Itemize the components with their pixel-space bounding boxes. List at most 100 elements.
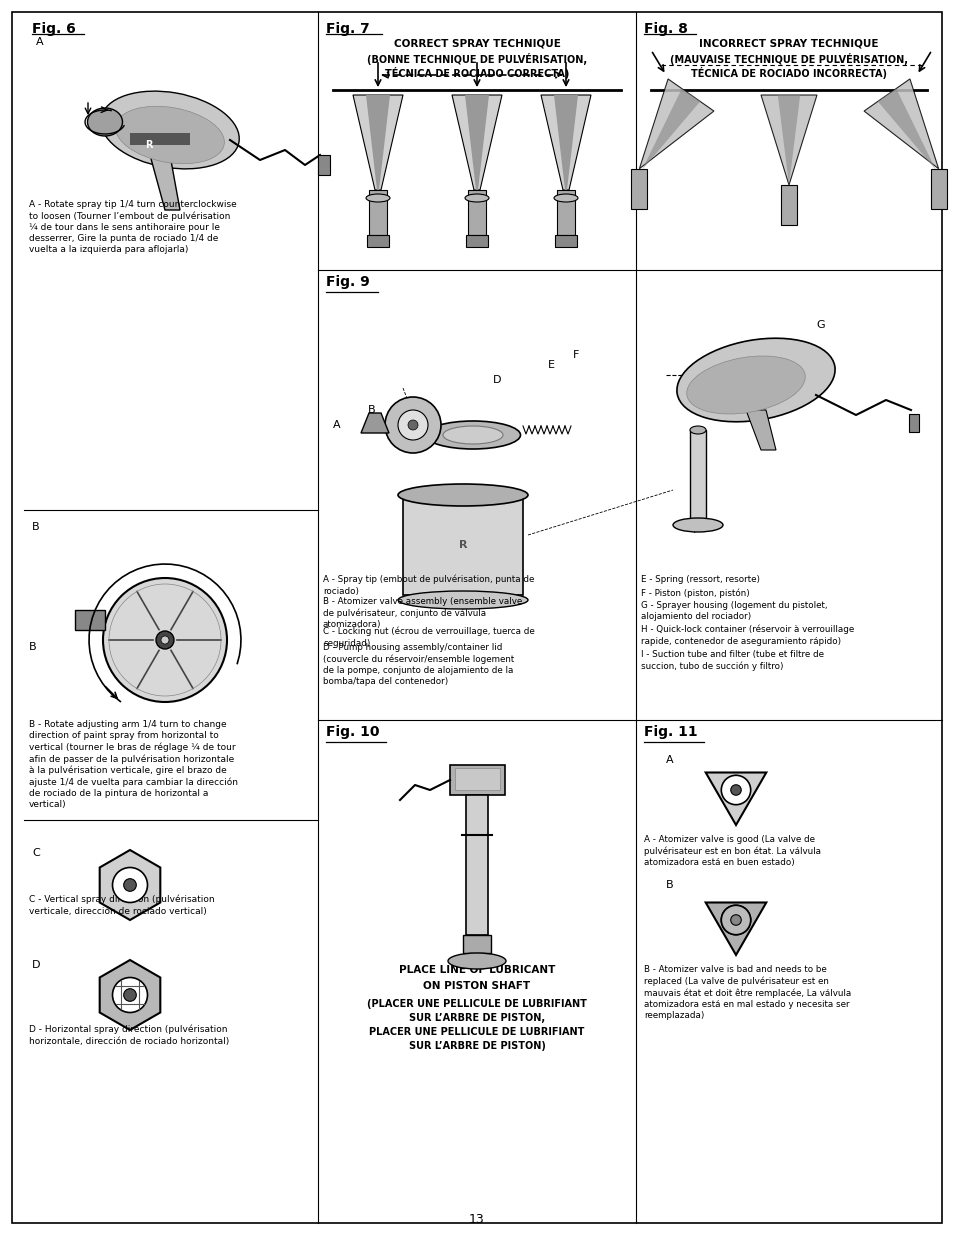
Text: B: B xyxy=(665,881,673,890)
Polygon shape xyxy=(877,89,935,169)
Bar xyxy=(130,133,190,144)
Text: CORRECT SPRAY TECHNIQUE: CORRECT SPRAY TECHNIQUE xyxy=(394,40,559,49)
Bar xyxy=(369,190,387,235)
Polygon shape xyxy=(639,79,713,169)
Bar xyxy=(468,190,485,235)
Text: B - Rotate adjusting arm 1/4 turn to change
direction of paint spray from horizo: B - Rotate adjusting arm 1/4 turn to cha… xyxy=(29,720,237,809)
Text: H - Quick-lock container (réservoir à verrouillage
rapide, contenedor de asegura: H - Quick-lock container (réservoir à ve… xyxy=(640,625,853,646)
Ellipse shape xyxy=(464,194,489,203)
Polygon shape xyxy=(554,95,578,190)
Ellipse shape xyxy=(425,421,520,450)
Bar xyxy=(450,764,504,795)
Polygon shape xyxy=(464,95,489,190)
Text: (MAUVAISE TECHNIQUE DE PULVÉRISATION,: (MAUVAISE TECHNIQUE DE PULVÉRISATION, xyxy=(669,53,907,65)
Text: C - Vertical spray direction (pulvérisation
verticale, dirección de rociado vert: C - Vertical spray direction (pulvérisat… xyxy=(29,895,214,915)
Text: A - Rotate spray tip 1/4 turn counterclockwise
to loosen (Tourner l’embout de pu: A - Rotate spray tip 1/4 turn counterclo… xyxy=(29,200,236,254)
Text: D - Pump housing assembly/container lid
(couvercle du réservoir/ensemble logemen: D - Pump housing assembly/container lid … xyxy=(323,643,514,685)
Text: C: C xyxy=(32,848,40,858)
Text: SUR L’ARBRE DE PISTON,: SUR L’ARBRE DE PISTON, xyxy=(409,1013,544,1023)
Circle shape xyxy=(156,631,173,650)
Text: D: D xyxy=(493,375,501,385)
Text: B - Atomizer valve assembly (ensemble valve
de pulvérisateur, conjunto de válvul: B - Atomizer valve assembly (ensemble va… xyxy=(323,597,521,629)
Ellipse shape xyxy=(672,517,722,532)
Text: PLACER UNE PELLICULE DE LUBRIFIANT: PLACER UNE PELLICULE DE LUBRIFIANT xyxy=(369,1028,584,1037)
Bar xyxy=(781,185,796,225)
Ellipse shape xyxy=(442,426,502,445)
Polygon shape xyxy=(540,95,590,190)
Text: G - Sprayer housing (logement du pistolet,
alojamiento del rociador): G - Sprayer housing (logement du pistole… xyxy=(640,601,826,621)
Ellipse shape xyxy=(677,338,834,422)
Bar xyxy=(462,935,491,953)
Polygon shape xyxy=(99,850,160,920)
Bar xyxy=(689,430,705,520)
Polygon shape xyxy=(99,960,160,1030)
Bar xyxy=(402,495,522,595)
Polygon shape xyxy=(705,773,765,825)
Text: R: R xyxy=(145,140,152,149)
Bar xyxy=(908,414,918,432)
Ellipse shape xyxy=(88,107,122,136)
Ellipse shape xyxy=(554,194,578,203)
Text: INCORRECT SPRAY TECHNIQUE: INCORRECT SPRAY TECHNIQUE xyxy=(699,40,878,49)
Ellipse shape xyxy=(115,106,224,164)
Text: H: H xyxy=(422,540,431,550)
Polygon shape xyxy=(863,79,938,169)
Text: A: A xyxy=(665,755,673,764)
Text: Fig. 10: Fig. 10 xyxy=(326,725,379,739)
Text: B - Atomizer valve is bad and needs to be
replaced (La valve de pulvérisateur es: B - Atomizer valve is bad and needs to b… xyxy=(643,965,850,1020)
Polygon shape xyxy=(705,903,765,955)
Circle shape xyxy=(730,784,740,795)
Text: D: D xyxy=(32,960,40,969)
Ellipse shape xyxy=(448,953,505,969)
Ellipse shape xyxy=(689,426,705,433)
Text: I - Suction tube and filter (tube et filtre de
succion, tubo de succión y filtro: I - Suction tube and filter (tube et fil… xyxy=(640,650,823,671)
Bar xyxy=(75,610,105,630)
Text: Fig. 6: Fig. 6 xyxy=(32,22,75,36)
Circle shape xyxy=(397,410,428,440)
Text: G: G xyxy=(815,320,823,330)
Ellipse shape xyxy=(397,592,527,609)
Text: B: B xyxy=(29,642,36,652)
Text: 13: 13 xyxy=(469,1213,484,1226)
Text: E - Spring (ressort, resorte): E - Spring (ressort, resorte) xyxy=(640,576,760,584)
Text: B: B xyxy=(32,522,40,532)
Bar xyxy=(367,235,389,247)
Circle shape xyxy=(161,636,169,643)
Circle shape xyxy=(124,878,136,892)
Ellipse shape xyxy=(366,194,390,203)
Text: F: F xyxy=(573,350,578,359)
Text: F - Piston (piston, pistón): F - Piston (piston, pistón) xyxy=(640,588,749,598)
Text: A: A xyxy=(333,420,340,430)
Circle shape xyxy=(112,867,148,903)
Text: Fig. 9: Fig. 9 xyxy=(326,275,370,289)
Bar xyxy=(455,768,499,790)
Circle shape xyxy=(720,905,750,935)
Ellipse shape xyxy=(397,484,527,506)
Polygon shape xyxy=(745,410,775,450)
Circle shape xyxy=(103,578,227,701)
Bar xyxy=(929,169,945,209)
Text: I: I xyxy=(692,525,696,535)
Text: A: A xyxy=(36,37,44,47)
Ellipse shape xyxy=(101,91,239,169)
Bar xyxy=(465,235,488,247)
Polygon shape xyxy=(452,95,501,190)
Polygon shape xyxy=(641,89,700,169)
Text: PLACE LINE OF LUBRICANT: PLACE LINE OF LUBRICANT xyxy=(398,965,555,974)
Text: B: B xyxy=(368,405,375,415)
Text: Fig. 8: Fig. 8 xyxy=(643,22,687,36)
Circle shape xyxy=(408,420,417,430)
Polygon shape xyxy=(353,95,402,190)
Text: TÉCNICA DE ROCIADO CORRECTA): TÉCNICA DE ROCIADO CORRECTA) xyxy=(384,67,569,79)
Bar xyxy=(631,169,647,209)
Text: SUR L’ARBRE DE PISTON): SUR L’ARBRE DE PISTON) xyxy=(408,1041,545,1051)
Bar xyxy=(317,156,330,175)
Text: TÉCNICA DE ROCIADO INCORRECTA): TÉCNICA DE ROCIADO INCORRECTA) xyxy=(690,67,886,79)
Polygon shape xyxy=(366,95,390,190)
Text: A - Spray tip (embout de pulvérisation, punta de
rociado): A - Spray tip (embout de pulvérisation, … xyxy=(323,576,534,595)
Bar xyxy=(557,190,575,235)
Circle shape xyxy=(112,977,148,1013)
Text: (PLACER UNE PELLICULE DE LUBRIFIANT: (PLACER UNE PELLICULE DE LUBRIFIANT xyxy=(367,999,586,1009)
Polygon shape xyxy=(777,95,800,185)
Bar xyxy=(465,795,488,935)
